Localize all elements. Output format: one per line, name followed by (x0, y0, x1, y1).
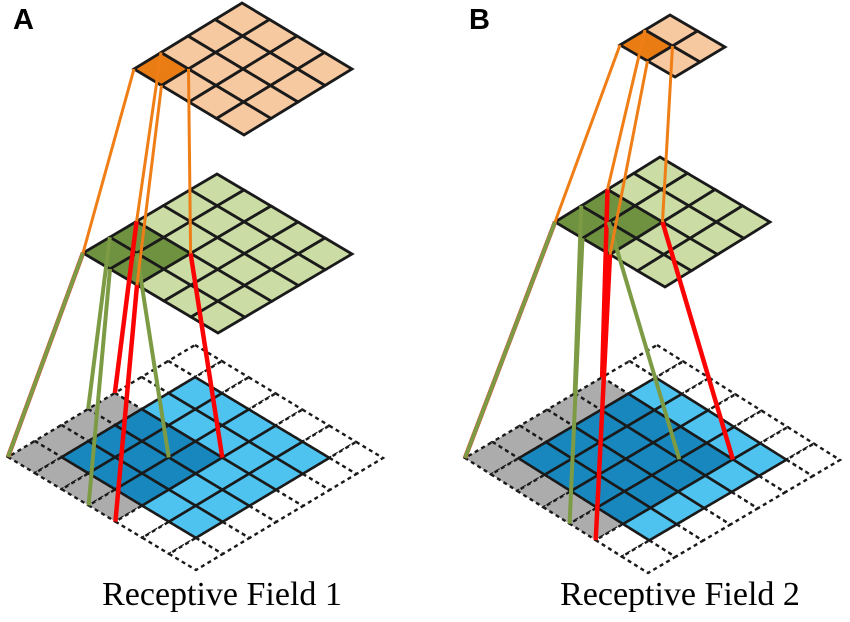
output-to-hidden-lines (81, 52, 193, 286)
connection-line (86, 268, 112, 506)
connection-line (188, 253, 225, 458)
connection-line (606, 29, 647, 190)
output-grid (617, 13, 728, 79)
connection-line (606, 221, 682, 460)
output-to-hidden-lines (553, 29, 674, 255)
panel-a-caption: Receptive Field 1 (102, 576, 342, 613)
panel-b-group (462, 13, 843, 575)
unit-receptive-field-lines (6, 236, 171, 506)
panel-a-group (5, 1, 386, 572)
connection-line (134, 252, 171, 458)
connection-line (6, 252, 85, 458)
grid-cell (620, 506, 680, 542)
output-grid (131, 1, 355, 137)
hidden-grid (80, 172, 355, 335)
grid-cell (619, 538, 678, 575)
connection-line (463, 221, 557, 459)
connection-line (135, 52, 163, 222)
connection-line (187, 68, 193, 254)
panel-b-label: B (469, 4, 490, 36)
grid-cell (166, 536, 226, 572)
panel-b-caption: Receptive Field 2 (560, 576, 800, 613)
connection-line (567, 238, 585, 524)
input-grid (5, 343, 386, 572)
connection-line (86, 236, 112, 410)
connection-line (553, 44, 622, 223)
grid-cell (166, 504, 226, 540)
unit-receptive-field-lines (463, 205, 682, 524)
connection-line (593, 254, 613, 541)
input-grid (462, 343, 843, 575)
grid-cell (213, 100, 274, 137)
connection-line (81, 68, 136, 254)
connection-line (135, 85, 163, 286)
connection-line (113, 284, 140, 522)
connection-line (661, 45, 674, 223)
connection-line (608, 60, 649, 255)
connection-line (660, 221, 736, 461)
connection-line (112, 221, 139, 394)
connection-line (599, 189, 610, 378)
panel-a-label: A (13, 4, 34, 36)
grid-cell (644, 44, 703, 79)
